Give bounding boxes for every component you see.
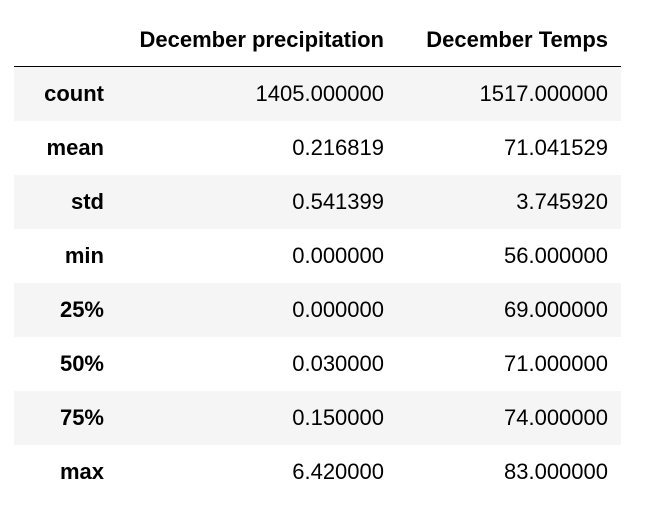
table-row: max 6.420000 83.000000: [14, 444, 621, 499]
row-label: min: [64, 242, 104, 268]
precipitation-cell: 0.000000: [292, 296, 384, 322]
temps-cell: 69.000000: [504, 296, 608, 322]
precipitation-cell: 0.216819: [292, 134, 384, 160]
precipitation-cell: 0.030000: [292, 350, 384, 376]
precipitation-cell: 0.150000: [292, 404, 384, 430]
temps-cell: 83.000000: [504, 458, 608, 484]
table-row: std 0.541399 3.745920: [14, 174, 621, 229]
row-label: 25%: [59, 296, 104, 322]
row-label: mean: [46, 134, 104, 160]
table-row: count 1405.000000 1517.000000: [14, 66, 621, 121]
temps-cell: 56.000000: [504, 242, 608, 268]
column-header-precipitation: December precipitation: [139, 27, 384, 52]
row-label: 75%: [59, 404, 104, 430]
temps-cell: 71.000000: [504, 350, 608, 376]
precipitation-cell: 6.420000: [292, 458, 384, 484]
summary-statistics-table: December precipitation December Temps co…: [14, 14, 621, 499]
header-row: December precipitation December Temps: [14, 14, 621, 67]
table-row: 75% 0.150000 74.000000: [14, 390, 621, 445]
row-label: max: [59, 458, 104, 484]
temps-cell: 1517.000000: [479, 80, 608, 106]
row-label: std: [71, 188, 104, 214]
table-row: 25% 0.000000 69.000000: [14, 282, 621, 337]
temps-cell: 3.745920: [516, 188, 608, 214]
table-row: min 0.000000 56.000000: [14, 228, 621, 283]
precipitation-cell: 1405.000000: [255, 80, 384, 106]
column-header-temps: December Temps: [426, 27, 608, 52]
table-body: count 1405.000000 1517.000000 mean 0.216…: [14, 66, 621, 499]
table-row: 50% 0.030000 71.000000: [14, 336, 621, 391]
table-header: December precipitation December Temps: [14, 14, 621, 67]
precipitation-cell: 0.541399: [292, 188, 384, 214]
table-row: mean 0.216819 71.041529: [14, 120, 621, 175]
index-header-cell: [14, 14, 104, 67]
row-label: 50%: [59, 350, 104, 376]
row-label: count: [44, 80, 104, 106]
temps-cell: 74.000000: [504, 404, 608, 430]
precipitation-cell: 0.000000: [292, 242, 384, 268]
temps-cell: 71.041529: [504, 134, 608, 160]
